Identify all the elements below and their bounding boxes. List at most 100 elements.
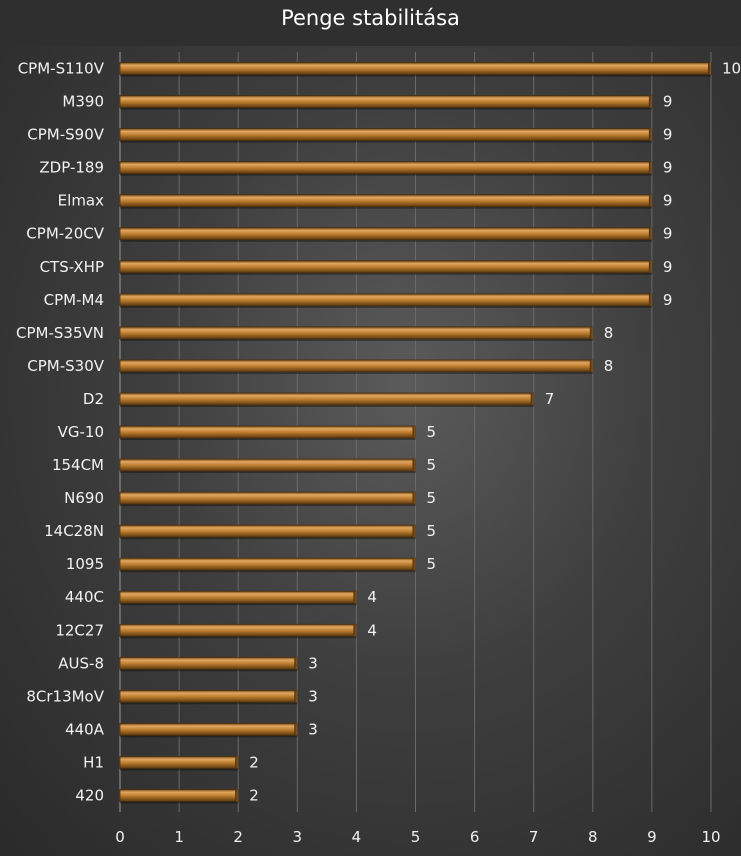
bar-end-cap [648,293,652,306]
bar [119,326,594,340]
bar-end-cap [412,426,416,438]
data-label: 2 [249,753,259,771]
bar [119,557,416,571]
bar-end-cap [648,194,652,207]
bar-end-cap [708,62,711,75]
data-label: 3 [308,720,318,738]
chart-title: Penge stabilitása [281,6,460,30]
category-label: CPM-S30V [27,357,104,375]
bar-end-cap [648,95,652,108]
bar [119,458,416,472]
category-label: CTS-XHP [40,258,104,276]
bar-end-cap [412,558,416,571]
category-label: 420 [75,786,104,804]
bar-end-cap [648,128,652,141]
category-label: 1095 [66,555,104,573]
bar [119,722,298,736]
data-label: 3 [308,687,318,705]
bar [119,359,594,373]
data-label: 9 [663,225,673,243]
data-label: 10 [722,60,741,78]
category-label: D2 [83,390,104,408]
data-label: 9 [663,291,673,309]
category-label: CPM-20CV [26,225,104,243]
bar [119,62,712,75]
category-label: 440C [65,588,104,606]
bar-end-cap [235,756,239,769]
bar [119,491,416,505]
x-tick-label: 9 [647,828,657,846]
data-label: 4 [367,588,377,606]
data-label: 5 [427,522,437,540]
bar-end-cap [353,591,357,604]
bar [119,623,357,637]
bar [119,590,357,604]
category-label: Elmax [58,192,104,210]
x-tick-label: 3 [293,828,303,846]
x-tick-label: 2 [233,828,243,846]
bar [119,161,653,175]
bar [119,425,416,439]
data-label: 9 [663,258,673,276]
category-label: ZDP-189 [39,159,104,177]
data-label: 9 [663,159,673,177]
bar-end-cap [294,657,298,670]
data-label: 5 [427,555,437,573]
category-label: VG-10 [58,423,104,441]
data-label: 8 [604,324,614,342]
bar [119,128,653,142]
title-bar [0,0,741,46]
category-label: H1 [83,753,104,771]
data-label: 8 [604,357,614,375]
bar-end-cap [412,459,416,472]
data-label: 9 [663,93,673,111]
bar [119,194,653,208]
data-label: 5 [427,423,437,441]
category-label: CPM-S35VN [16,324,104,342]
x-tick-label: 10 [701,828,720,846]
x-tick-label: 0 [115,828,125,846]
data-label: 3 [308,654,318,672]
data-label: 7 [545,390,555,408]
bar-end-cap [412,492,416,505]
category-label: 154CM [52,456,104,474]
x-tick-label: 4 [352,828,362,846]
data-label: 5 [427,489,437,507]
bar [119,392,535,406]
category-label: CPM-M4 [44,291,104,309]
x-tick-label: 6 [470,828,480,846]
bar [119,789,239,802]
bar-end-cap [648,161,652,174]
data-label: 9 [663,192,673,210]
category-label: 440A [65,720,105,738]
bar [119,293,653,307]
data-label: 5 [427,456,437,474]
x-tick-label: 8 [588,828,598,846]
data-label: 9 [663,126,673,144]
bar [119,260,653,274]
bar [119,227,653,241]
bar-end-cap [235,789,239,802]
category-label: CPM-S90V [27,126,104,144]
data-label: 4 [367,621,377,639]
bar [119,689,298,703]
category-label: 8Cr13MoV [26,687,104,705]
bar [119,524,416,538]
bar-end-cap [530,392,534,405]
bar-end-cap [412,525,416,538]
bar [119,756,239,769]
x-tick-label: 1 [174,828,184,846]
bar-end-cap [648,227,652,240]
bar-end-cap [294,690,298,703]
category-label: 12C27 [55,621,104,639]
bar-end-cap [589,326,593,339]
bar-end-cap [648,260,652,273]
category-label: CPM-S110V [18,60,105,78]
x-tick-label: 7 [529,828,539,846]
category-label: M390 [62,93,104,111]
category-label: N690 [64,489,104,507]
data-label: 2 [249,786,259,804]
bar [119,656,298,670]
